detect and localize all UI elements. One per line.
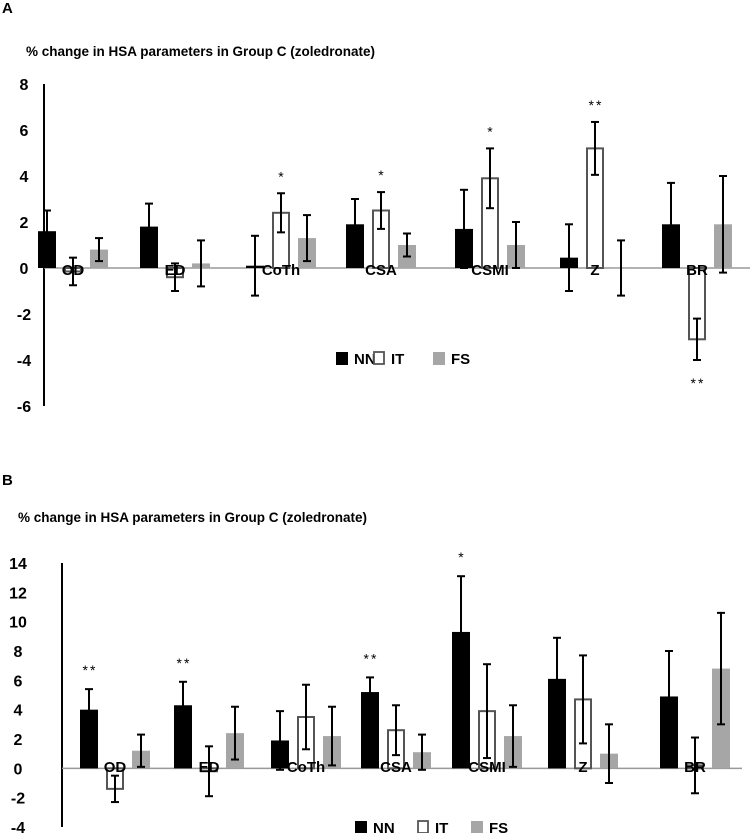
y-tick-label: 12 xyxy=(9,585,27,602)
category-label: OD xyxy=(62,262,85,279)
legend-label-it: IT xyxy=(435,820,448,833)
category-label: CSMI xyxy=(471,262,509,279)
significance-marker: ** xyxy=(589,97,604,113)
y-tick-label: -4 xyxy=(11,820,25,833)
panel-b-letter: B xyxy=(2,472,13,489)
significance-marker: * xyxy=(487,123,494,139)
category-label: CoTh xyxy=(262,262,300,279)
bar-nn xyxy=(174,705,192,769)
legend-swatch-nn xyxy=(336,352,348,365)
y-tick-label: 8 xyxy=(20,77,29,94)
category-label: CSA xyxy=(380,759,412,776)
significance-marker: ** xyxy=(83,662,98,678)
y-tick-label: 0 xyxy=(20,261,29,278)
bar-nn xyxy=(452,631,470,769)
category-label: Z xyxy=(578,759,587,776)
y-tick-label: 8 xyxy=(14,644,23,661)
legend-swatch-it xyxy=(417,820,429,833)
bar-nn xyxy=(361,692,379,769)
y-tick-label: 14 xyxy=(9,556,27,573)
panel-b-title: % change in HSA parameters in Group C (z… xyxy=(18,510,367,525)
y-tick-label: 2 xyxy=(20,215,29,232)
y-tick-label: 2 xyxy=(14,732,23,749)
category-label: BR xyxy=(686,262,708,279)
legend-label-it: IT xyxy=(391,351,404,368)
category-label: OD xyxy=(104,759,127,776)
y-tick-label: -2 xyxy=(11,791,25,808)
y-tick-label: -6 xyxy=(17,399,31,416)
panel-a-letter: A xyxy=(2,0,13,17)
y-tick-label: 6 xyxy=(14,673,23,690)
significance-marker: * xyxy=(458,549,465,565)
legend-swatch-it xyxy=(373,351,385,365)
legend-label-fs: FS xyxy=(451,351,470,368)
bar-nn xyxy=(548,678,566,769)
significance-marker: ** xyxy=(177,655,192,671)
legend-label-nn: NN xyxy=(373,820,395,833)
y-tick-label: 6 xyxy=(20,123,29,140)
legend-swatch-fs xyxy=(471,821,483,833)
y-tick-label: 4 xyxy=(14,703,23,720)
significance-marker: ** xyxy=(364,650,379,666)
category-label: BR xyxy=(684,759,706,776)
category-label: CSMI xyxy=(468,759,506,776)
significance-marker: * xyxy=(378,167,385,183)
y-tick-label: 4 xyxy=(20,169,29,186)
category-label: ED xyxy=(199,759,220,776)
legend-label-fs: FS xyxy=(489,820,508,833)
category-label: ED xyxy=(165,262,186,279)
y-tick-label: 10 xyxy=(9,615,27,632)
category-label: CSA xyxy=(365,262,397,279)
y-tick-label: -2 xyxy=(17,307,31,324)
legend-swatch-nn xyxy=(355,821,367,833)
legend-swatch-fs xyxy=(433,352,445,365)
significance-marker: * xyxy=(278,168,285,184)
bar-nn xyxy=(80,709,98,769)
category-label: Z xyxy=(590,262,599,279)
panel-a-title: % change in HSA parameters in Group C (z… xyxy=(26,44,375,59)
legend-label-nn: NN xyxy=(354,351,376,368)
y-tick-label: 0 xyxy=(14,761,23,778)
category-label: CoTh xyxy=(287,759,325,776)
significance-marker: ** xyxy=(691,375,706,391)
y-tick-label: -4 xyxy=(17,353,31,370)
